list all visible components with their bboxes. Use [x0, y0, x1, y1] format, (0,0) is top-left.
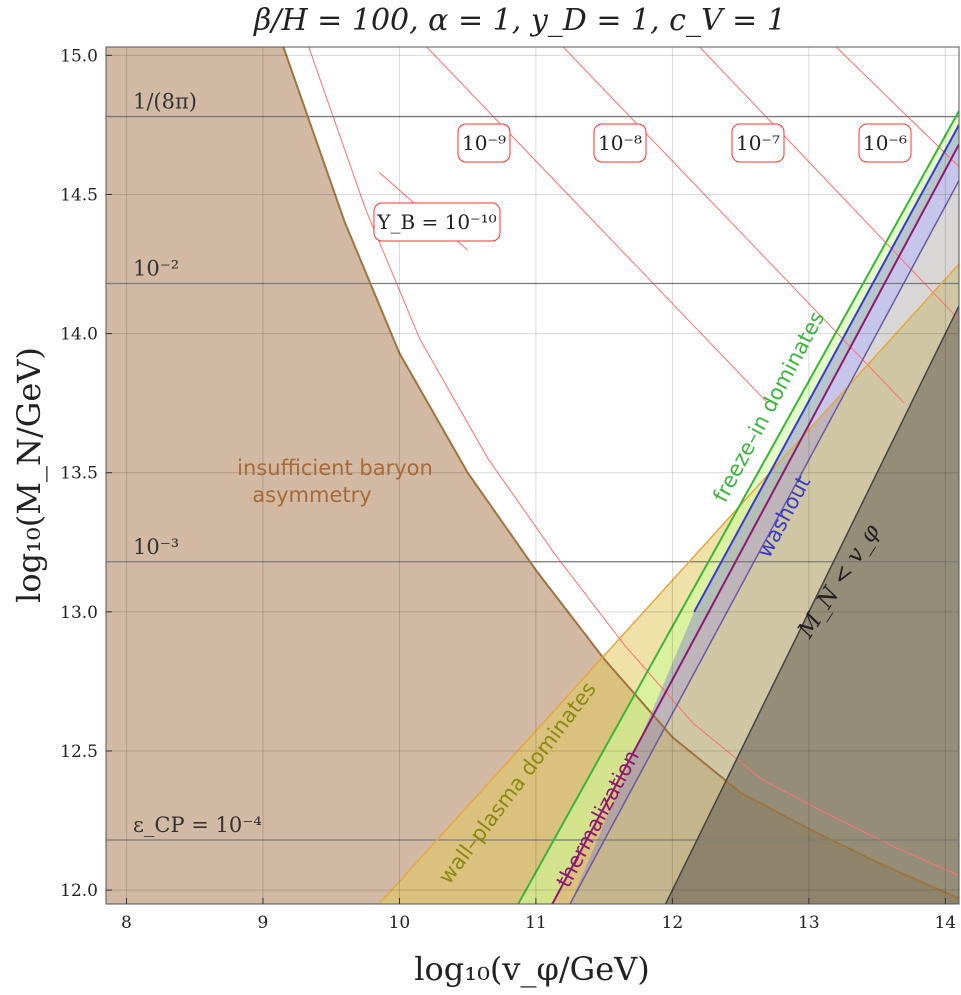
eps-label-1: 10⁻²	[133, 257, 179, 281]
eps-label-2: 10⁻³	[133, 535, 179, 559]
chart-title: β/H = 100, α = 1, y_D = 1, c_V = 1	[253, 3, 786, 38]
eps-label-0: 1/(8π)	[133, 90, 197, 114]
plot-area	[106, 47, 959, 904]
x-tick-label-4: 12	[662, 913, 684, 933]
washout-lower-line	[569, 180, 959, 904]
yb-contour-2	[562, 47, 905, 404]
y-tick-label-5: 14.5	[60, 185, 98, 205]
yb-contour-boundary	[308, 47, 959, 877]
x-tick-label-2: 10	[389, 913, 411, 933]
y-tick-label-1: 12.5	[60, 742, 98, 762]
grid	[106, 47, 959, 904]
x-tick-label-0: 8	[121, 913, 132, 933]
yb-label-4: 10⁻⁶	[863, 131, 907, 155]
x-axis-label: log₁₀(v_φ/GeV)	[414, 950, 649, 988]
yb-label-box-1	[457, 123, 511, 163]
y-axis-label: log₁₀(M_N/GeV)	[10, 347, 48, 603]
yb-label-box-0	[373, 202, 501, 242]
y-tick-label-2: 13.0	[60, 603, 98, 623]
washout-line	[693, 124, 959, 613]
x-tick-label-3: 11	[525, 913, 547, 933]
y-tick-label-0: 12.0	[60, 881, 98, 901]
yb-contour-1	[426, 47, 769, 404]
yb-label-1: 10⁻⁹	[462, 131, 506, 155]
insufficient-boundary-line	[282, 47, 959, 900]
yb-label-0: Y_B = 10⁻¹⁰	[376, 210, 496, 234]
y-tick-label-4: 14.0	[60, 325, 98, 345]
x-tick-label-5: 13	[798, 913, 820, 933]
yb-label-box-4	[858, 123, 912, 163]
y-tick-label-3: 13.5	[60, 464, 98, 484]
eps-label-3: ε_CP = 10⁻⁴	[133, 813, 262, 837]
yb-label-3: 10⁻⁷	[736, 131, 780, 155]
yb-contour-3	[699, 47, 959, 321]
yb-label-2: 10⁻⁸	[598, 131, 642, 155]
y-tick-label-6: 15.0	[60, 46, 98, 66]
thermalization-line	[551, 143, 959, 904]
insufficient-region	[106, 47, 959, 904]
freeze-in-line	[517, 110, 959, 904]
wall-plasma-line	[378, 263, 959, 904]
washout-region	[570, 124, 959, 904]
plot-frame	[105, 46, 960, 905]
axis-ticks: 8 9 10 11 12 13 14 12.0 12.5 13.0 13.5 14.0 14.5 15.0	[60, 46, 956, 933]
x-tick-label-6: 14	[935, 913, 957, 933]
yb-label-box-2	[593, 123, 647, 163]
insufficient-label-line2: asymmetry	[252, 483, 371, 507]
x-tick-label-1: 9	[258, 913, 269, 933]
mn-lt-v-line	[664, 305, 959, 904]
insufficient-label-line1: insufficient baryon	[237, 456, 433, 480]
yb-label-box-3	[731, 123, 785, 163]
